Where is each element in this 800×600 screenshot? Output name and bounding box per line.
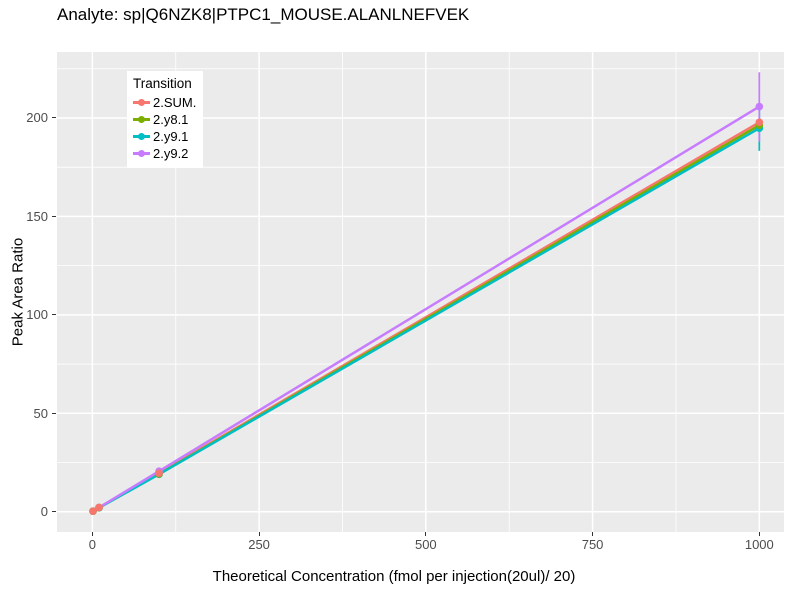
x-tick-mark — [592, 532, 594, 536]
y-tick-mark — [52, 511, 56, 513]
y-tick-label: 0 — [40, 504, 48, 520]
y-tick-mark — [52, 412, 56, 414]
x-tick-label: 0 — [88, 537, 96, 552]
data-point-2.y9.2 — [755, 102, 764, 111]
data-point-2.SUM. — [155, 469, 163, 477]
y-tick-label: 50 — [33, 405, 48, 421]
legend-label: 2.SUM. — [153, 95, 197, 110]
plot-title: Analyte: sp|Q6NZK8|PTPC1_MOUSE.ALANLNEFV… — [57, 5, 470, 24]
y-tick-label: 150 — [26, 208, 48, 224]
y-tick-mark — [52, 215, 56, 217]
x-tick-mark — [425, 532, 427, 536]
data-point-2.SUM. — [89, 507, 97, 515]
legend-label: 2.y9.1 — [153, 129, 189, 144]
x-tick-mark — [758, 532, 760, 536]
legend-label: 2.y9.2 — [153, 146, 189, 161]
y-tick-mark — [52, 314, 56, 316]
y-axis-title: Peak Area Ratio — [9, 237, 27, 347]
legend-entries: 2.SUM. 2.y8.1 2.y9.1 2.y9.2 — [133, 94, 196, 162]
x-tick-mark — [91, 532, 93, 536]
legend-label: 2.y8.1 — [153, 112, 189, 127]
x-tick-label: 750 — [581, 537, 604, 552]
legend-entry-2.y8.1: 2.y8.1 — [133, 111, 196, 128]
y-tick-mark — [52, 117, 56, 119]
x-axis-title: Theoretical Concentration (fmol per inje… — [212, 568, 576, 585]
legend-entry-2.y9.1: 2.y9.1 — [133, 128, 196, 145]
legend-key-icon — [133, 112, 150, 127]
y-tick-label: 100 — [26, 307, 48, 323]
x-tick-label: 1000 — [744, 537, 774, 552]
legend-key-icon — [133, 129, 150, 144]
x-tick-label: 500 — [414, 537, 437, 552]
legend-title: Transition — [133, 76, 192, 91]
x-tick-label: 250 — [248, 537, 270, 552]
legend-key-icon — [133, 146, 150, 161]
data-point-2.SUM. — [95, 503, 103, 512]
legend-entry-2.SUM.: 2.SUM. — [133, 94, 196, 111]
x-tick-mark — [258, 532, 260, 536]
legend-key-icon — [133, 95, 150, 110]
y-tick-label: 200 — [26, 110, 48, 126]
legend: Transition 2.SUM. 2.y8.1 2.y9.1 2.y9.2 — [127, 71, 204, 168]
legend-entry-2.y9.2: 2.y9.2 — [133, 145, 196, 162]
plot-canvas — [57, 52, 784, 532]
data-point-2.SUM. — [755, 118, 764, 127]
